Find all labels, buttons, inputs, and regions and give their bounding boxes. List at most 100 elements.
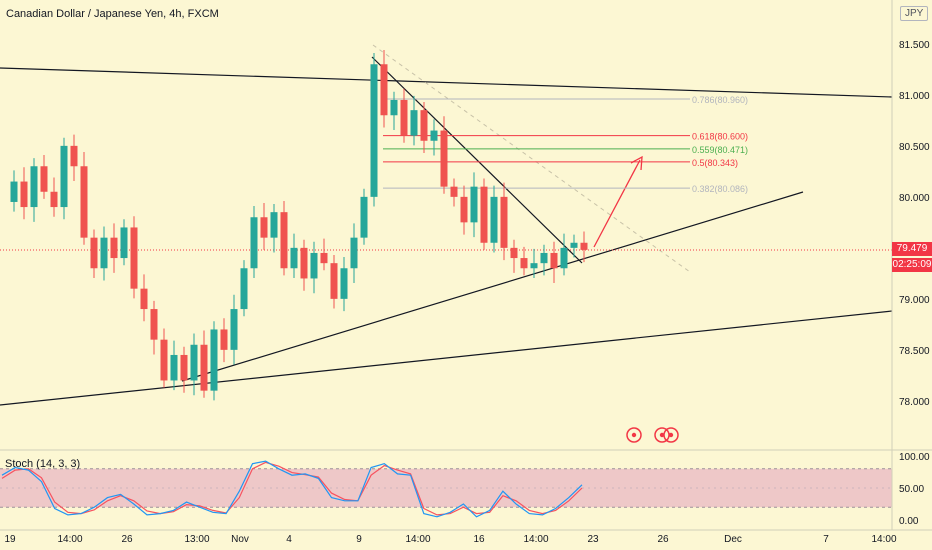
stoch-band xyxy=(0,468,892,508)
time-tick-label: 14:00 xyxy=(405,534,430,545)
fib-level-label: 0.382(80.086) xyxy=(692,184,748,194)
fib-level-label: 0.559(80.471) xyxy=(692,145,748,155)
candle-body xyxy=(540,252,548,264)
candle-body xyxy=(300,247,308,279)
candle-body xyxy=(160,339,168,381)
time-tick-label: 14:00 xyxy=(871,534,896,545)
time-tick-label: 14:00 xyxy=(57,534,82,545)
candle-body xyxy=(340,268,348,299)
candle-body xyxy=(510,247,518,259)
price-tick-label: 78.500 xyxy=(899,346,930,357)
candle-body xyxy=(20,181,28,208)
projection-arrow xyxy=(593,159,641,248)
candle-body xyxy=(120,227,128,259)
candle-body xyxy=(220,329,228,350)
candle-body xyxy=(570,242,578,248)
candle-body xyxy=(580,242,588,250)
event-marker-dot xyxy=(668,432,674,438)
time-tick-label: 9 xyxy=(356,534,362,545)
candle-body xyxy=(500,196,508,248)
chart-title: Canadian Dollar / Japanese Yen, 4h, FXCM xyxy=(6,8,219,20)
candle-body xyxy=(30,166,38,208)
projection-arrowhead xyxy=(630,155,643,171)
candle-body xyxy=(100,237,108,269)
candle-body xyxy=(330,263,338,299)
currency-badge[interactable]: JPY xyxy=(900,6,929,21)
candle-body xyxy=(10,181,18,202)
candle-body xyxy=(470,186,478,223)
falling-resistance-line xyxy=(371,56,583,264)
fibonacci-levels: 0.786(80.960) 0.618(80.600) 0.559(80.471) 0… xyxy=(383,95,748,194)
stoch-tick-label: 50.00 xyxy=(899,484,924,495)
candle-body xyxy=(310,252,318,279)
countdown-label: 02:25:09 xyxy=(892,258,932,272)
candle-body xyxy=(140,288,148,310)
candle-body xyxy=(70,145,78,167)
price-tick-label: 81.000 xyxy=(899,91,930,102)
stoch-tick-label: 0.00 xyxy=(899,516,919,527)
price-tick-label: 81.500 xyxy=(899,40,930,51)
time-tick-label: 7 xyxy=(823,534,829,545)
time-tick-label: 23 xyxy=(587,534,599,545)
candle-body xyxy=(270,212,278,238)
upper-channel-line xyxy=(0,67,893,98)
dashed-projection-line xyxy=(372,44,691,273)
time-tick-label: 14:00 xyxy=(523,534,548,545)
candle-body xyxy=(40,166,48,192)
event-marker xyxy=(663,427,679,443)
candle-body xyxy=(110,237,118,259)
candle-body xyxy=(360,196,368,238)
candle-body xyxy=(210,329,218,391)
candle-body xyxy=(280,212,288,269)
price-tick-label: 79.000 xyxy=(899,295,930,306)
candle-body xyxy=(250,217,258,269)
stochastic-lines xyxy=(1,460,583,518)
candle-body xyxy=(170,354,178,381)
candle-body xyxy=(200,344,208,391)
price-tick-label: 80.500 xyxy=(899,142,930,153)
time-tick-label: Nov xyxy=(231,534,249,545)
candle-body xyxy=(490,196,498,243)
event-marker xyxy=(626,427,642,443)
time-tick-label: 26 xyxy=(121,534,133,545)
candle-body xyxy=(530,263,538,269)
candle-body xyxy=(380,64,388,116)
candle-body xyxy=(520,258,528,269)
candle-body xyxy=(450,186,458,197)
candle-body xyxy=(440,130,448,187)
candle-body xyxy=(320,252,328,264)
candle-body xyxy=(150,309,158,340)
candle-body xyxy=(460,196,468,223)
candle-body xyxy=(130,227,138,289)
stoch-tick-label: 100.00 xyxy=(899,452,930,463)
last-price-label: 79.479 xyxy=(892,242,932,256)
candle-body xyxy=(420,110,428,141)
candle-body xyxy=(290,247,298,269)
long-support-line xyxy=(0,310,893,406)
time-tick-label: 26 xyxy=(657,534,669,545)
event-marker-dot xyxy=(631,432,637,438)
rising-support-line xyxy=(181,191,804,382)
time-tick-label: Dec xyxy=(724,534,742,545)
candle-body xyxy=(240,268,248,310)
candle-body xyxy=(350,237,358,269)
candle-body xyxy=(400,99,408,136)
candle-body xyxy=(550,252,558,269)
fib-level-label: 0.5(80.343) xyxy=(692,158,738,168)
indicator-label[interactable]: Stoch (14, 3, 3) xyxy=(5,458,81,470)
candle-body xyxy=(90,237,98,269)
candle-body xyxy=(230,309,238,350)
candle-body xyxy=(190,344,198,381)
candle-body xyxy=(50,191,58,208)
candle-body xyxy=(560,247,568,269)
candle-body xyxy=(370,64,378,197)
price-tick-label: 80.000 xyxy=(899,193,930,204)
candlesticks xyxy=(10,49,588,401)
trend-lines xyxy=(0,44,893,406)
time-tick-label: 19 xyxy=(4,534,16,545)
fib-level-label: 0.786(80.960) xyxy=(692,95,748,105)
candle-body xyxy=(410,110,418,136)
